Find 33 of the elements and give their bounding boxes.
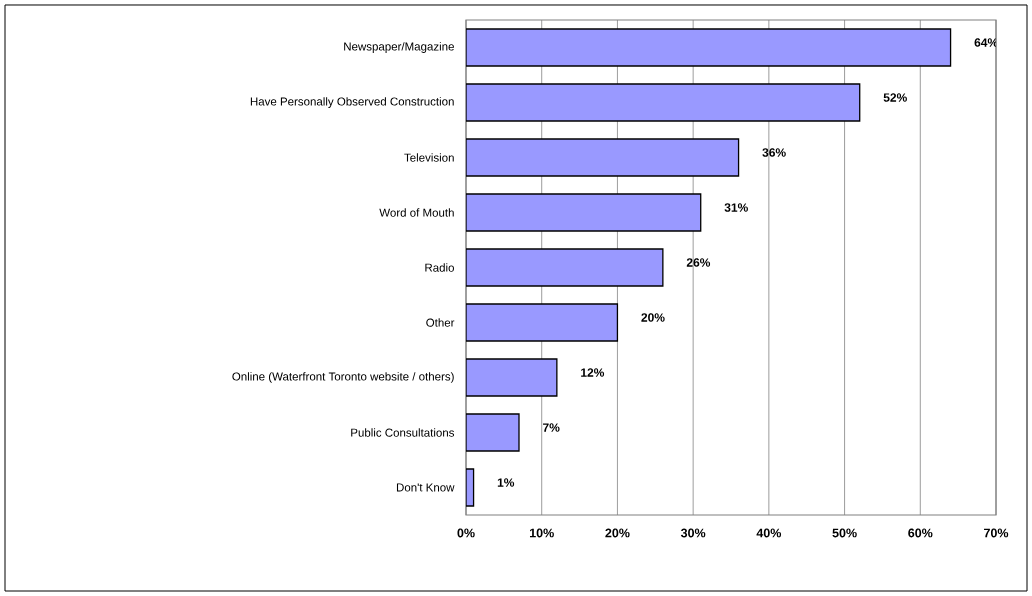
x-tick-label: 30%	[680, 528, 706, 538]
y-tick-label: Online (Waterfront Toronto website / others)	[232, 372, 454, 383]
data-label: 36%	[762, 148, 786, 157]
bar	[466, 303, 619, 342]
bar	[466, 28, 952, 67]
y-tick-label: Have Personally Observed Construction	[250, 97, 454, 108]
data-label: 31%	[724, 203, 748, 212]
bar	[466, 193, 702, 232]
y-tick-label: Radio	[425, 263, 454, 272]
data-label: 12%	[581, 368, 605, 377]
y-tick-label: Public Consultations	[351, 428, 455, 437]
bar	[466, 138, 740, 177]
x-tick-label: 70%	[984, 528, 1009, 538]
bar	[466, 358, 558, 397]
x-tick-label: 40%	[756, 528, 782, 538]
y-tick-label: Newspaper/Magazine	[344, 42, 454, 53]
data-label: 7%	[543, 423, 560, 432]
x-tick-label: 10%	[529, 528, 554, 538]
data-label: 52%	[883, 93, 907, 102]
x-tick-label: 20%	[605, 528, 630, 538]
data-label: 26%	[686, 258, 711, 267]
x-tick-label: 60%	[908, 528, 933, 538]
bar	[466, 413, 520, 452]
x-tick-label: 0%	[457, 528, 475, 538]
bar	[466, 83, 861, 122]
data-label: 1%	[497, 478, 515, 487]
data-label: 20%	[641, 313, 665, 322]
x-tick-label: 50%	[832, 528, 857, 538]
y-tick-label: Television	[404, 153, 454, 162]
bar	[466, 248, 664, 287]
y-tick-label: Don't Know	[396, 483, 455, 492]
y-tick-label: Word of Mouth	[379, 208, 454, 217]
y-tick-label: Other	[426, 318, 455, 327]
